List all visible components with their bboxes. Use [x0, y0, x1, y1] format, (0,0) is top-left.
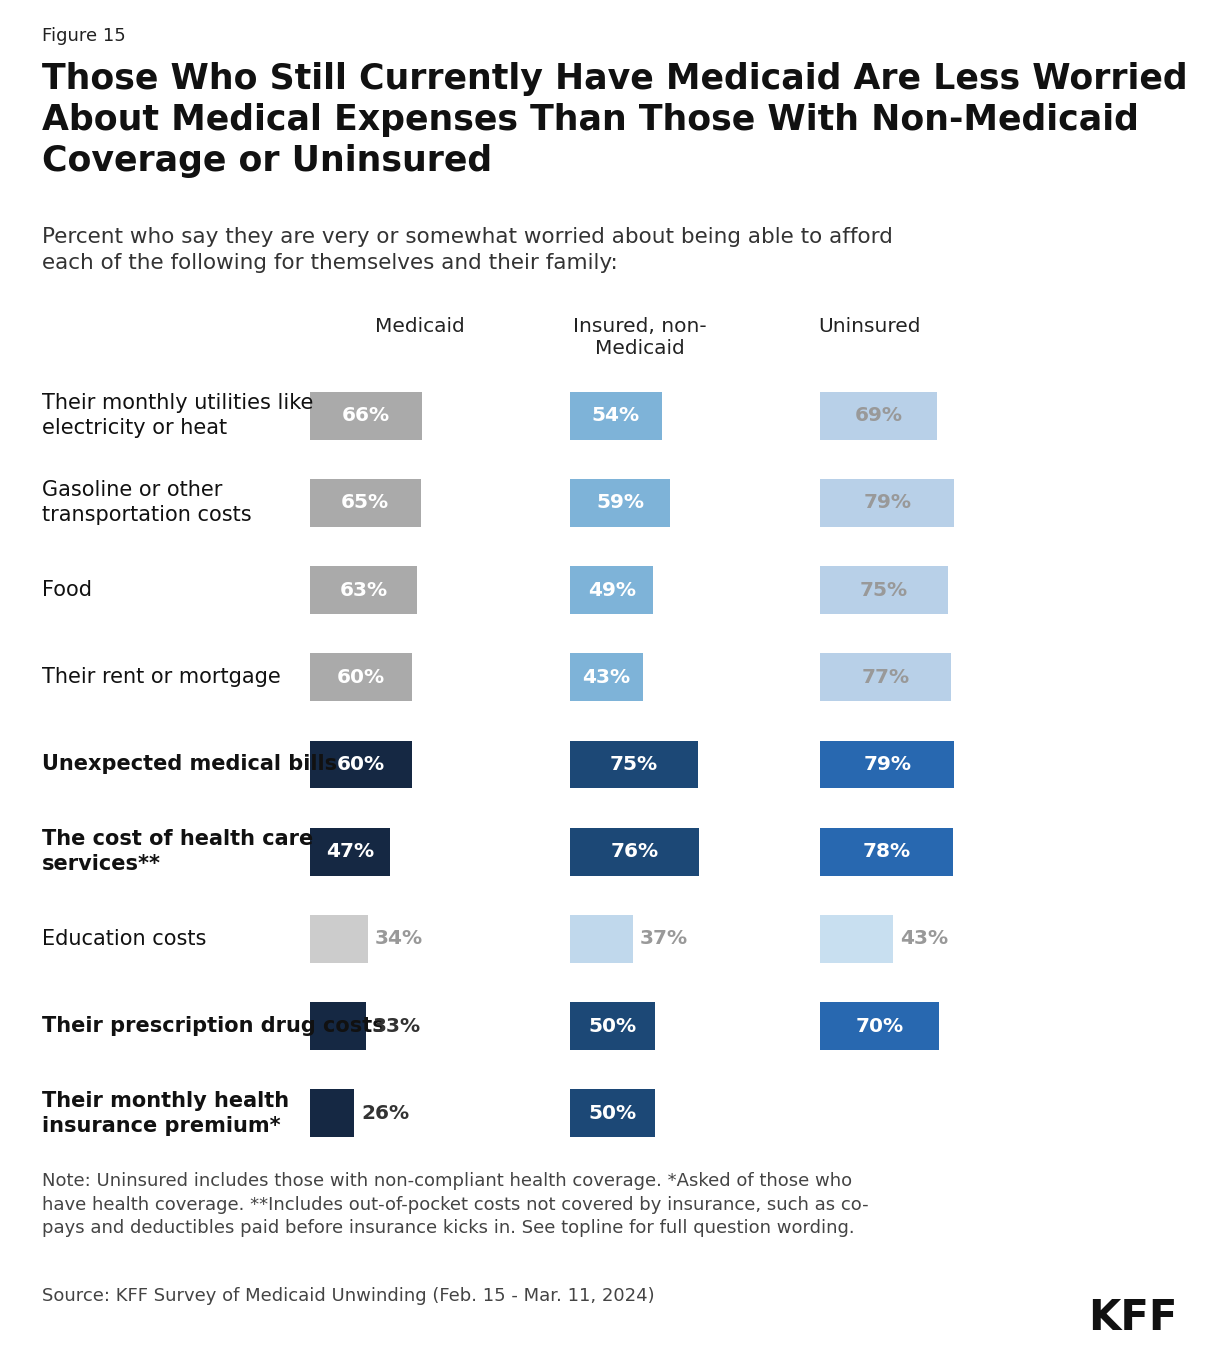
FancyBboxPatch shape	[570, 479, 670, 527]
Text: 69%: 69%	[855, 406, 903, 425]
Text: 66%: 66%	[342, 406, 390, 425]
Text: 50%: 50%	[588, 1017, 637, 1036]
Text: Medicaid: Medicaid	[375, 316, 465, 337]
FancyBboxPatch shape	[570, 1090, 655, 1137]
Text: Their rent or mortgage: Their rent or mortgage	[41, 668, 281, 687]
Text: 75%: 75%	[860, 580, 908, 599]
Text: 54%: 54%	[592, 406, 640, 425]
FancyBboxPatch shape	[310, 915, 367, 963]
Text: 79%: 79%	[864, 754, 911, 773]
Text: Their monthly utilities like
electricity or heat: Their monthly utilities like electricity…	[41, 393, 314, 438]
FancyBboxPatch shape	[570, 741, 698, 788]
FancyBboxPatch shape	[310, 479, 421, 527]
Text: Unexpected medical bills: Unexpected medical bills	[41, 754, 337, 775]
Text: 77%: 77%	[861, 668, 910, 687]
FancyBboxPatch shape	[570, 392, 661, 439]
FancyBboxPatch shape	[570, 1002, 655, 1051]
Text: Gasoline or other
transportation costs: Gasoline or other transportation costs	[41, 480, 251, 525]
Text: 43%: 43%	[900, 929, 948, 949]
Text: 60%: 60%	[337, 668, 386, 687]
Text: 65%: 65%	[342, 493, 389, 512]
FancyBboxPatch shape	[570, 827, 699, 876]
Text: The cost of health care
services**: The cost of health care services**	[41, 829, 314, 875]
FancyBboxPatch shape	[820, 479, 954, 527]
FancyBboxPatch shape	[310, 1090, 354, 1137]
Text: 37%: 37%	[640, 929, 688, 949]
Text: 76%: 76%	[610, 842, 659, 861]
FancyBboxPatch shape	[820, 1002, 939, 1051]
Text: 33%: 33%	[373, 1017, 421, 1036]
FancyBboxPatch shape	[570, 653, 643, 702]
FancyBboxPatch shape	[820, 566, 948, 614]
Text: Figure 15: Figure 15	[41, 27, 126, 45]
FancyBboxPatch shape	[310, 741, 412, 788]
Text: KFF: KFF	[1088, 1297, 1179, 1338]
FancyBboxPatch shape	[820, 915, 893, 963]
FancyBboxPatch shape	[310, 1002, 366, 1051]
Text: Food: Food	[41, 580, 92, 600]
Text: Those Who Still Currently Have Medicaid Are Less Worried
About Medical Expenses : Those Who Still Currently Have Medicaid …	[41, 62, 1187, 177]
Text: 63%: 63%	[339, 580, 388, 599]
Text: 75%: 75%	[610, 754, 658, 773]
Text: Their monthly health
insurance premium*: Their monthly health insurance premium*	[41, 1091, 289, 1136]
Text: Percent who say they are very or somewhat worried about being able to afford
eac: Percent who say they are very or somewha…	[41, 227, 893, 273]
Text: Insured, non-
Medicaid: Insured, non- Medicaid	[573, 316, 706, 358]
FancyBboxPatch shape	[820, 827, 953, 876]
FancyBboxPatch shape	[570, 566, 653, 614]
Text: 60%: 60%	[337, 754, 386, 773]
Text: Note: Uninsured includes those with non-compliant health coverage. *Asked of tho: Note: Uninsured includes those with non-…	[41, 1172, 869, 1237]
Text: 79%: 79%	[864, 493, 911, 512]
Text: 34%: 34%	[375, 929, 423, 949]
FancyBboxPatch shape	[570, 915, 633, 963]
Text: 59%: 59%	[597, 493, 644, 512]
FancyBboxPatch shape	[310, 566, 417, 614]
Text: 78%: 78%	[863, 842, 910, 861]
Text: 26%: 26%	[361, 1103, 410, 1124]
FancyBboxPatch shape	[310, 653, 412, 702]
Text: 47%: 47%	[326, 842, 375, 861]
Text: Uninsured: Uninsured	[819, 316, 921, 337]
Text: 50%: 50%	[588, 1103, 637, 1124]
Text: 49%: 49%	[588, 580, 636, 599]
FancyBboxPatch shape	[310, 392, 422, 439]
Text: 70%: 70%	[855, 1017, 904, 1036]
Text: Their prescription drug costs: Their prescription drug costs	[41, 1017, 384, 1036]
Text: 43%: 43%	[582, 668, 631, 687]
Text: Education costs: Education costs	[41, 929, 206, 949]
FancyBboxPatch shape	[820, 653, 950, 702]
Text: Source: KFF Survey of Medicaid Unwinding (Feb. 15 - Mar. 11, 2024): Source: KFF Survey of Medicaid Unwinding…	[41, 1287, 655, 1305]
FancyBboxPatch shape	[820, 741, 954, 788]
FancyBboxPatch shape	[310, 827, 390, 876]
FancyBboxPatch shape	[820, 392, 937, 439]
